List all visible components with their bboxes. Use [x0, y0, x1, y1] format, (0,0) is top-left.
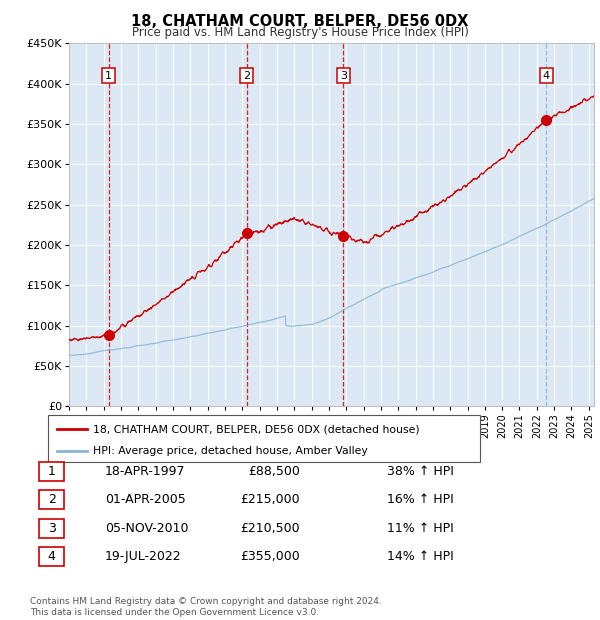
Text: 05-NOV-2010: 05-NOV-2010: [105, 522, 188, 534]
Text: 01-APR-2005: 01-APR-2005: [105, 494, 186, 506]
Text: 1: 1: [105, 71, 112, 81]
Text: Contains HM Land Registry data © Crown copyright and database right 2024.
This d: Contains HM Land Registry data © Crown c…: [30, 598, 382, 617]
Text: 3: 3: [340, 71, 347, 81]
Text: 2: 2: [243, 71, 250, 81]
Text: 19-JUL-2022: 19-JUL-2022: [105, 551, 182, 563]
Text: 18, CHATHAM COURT, BELPER, DE56 0DX: 18, CHATHAM COURT, BELPER, DE56 0DX: [131, 14, 469, 29]
Text: 18, CHATHAM COURT, BELPER, DE56 0DX (detached house): 18, CHATHAM COURT, BELPER, DE56 0DX (det…: [93, 424, 419, 434]
Text: 14% ↑ HPI: 14% ↑ HPI: [387, 551, 454, 563]
Text: £88,500: £88,500: [248, 465, 300, 477]
Text: 4: 4: [47, 551, 56, 563]
Text: HPI: Average price, detached house, Amber Valley: HPI: Average price, detached house, Ambe…: [93, 446, 368, 456]
Text: 4: 4: [542, 71, 550, 81]
Text: 2: 2: [47, 494, 56, 506]
Text: 38% ↑ HPI: 38% ↑ HPI: [387, 465, 454, 477]
Text: 18-APR-1997: 18-APR-1997: [105, 465, 185, 477]
Text: 16% ↑ HPI: 16% ↑ HPI: [387, 494, 454, 506]
Text: 3: 3: [47, 522, 56, 534]
Text: £210,500: £210,500: [241, 522, 300, 534]
Text: Price paid vs. HM Land Registry's House Price Index (HPI): Price paid vs. HM Land Registry's House …: [131, 26, 469, 39]
Text: £355,000: £355,000: [240, 551, 300, 563]
Text: 11% ↑ HPI: 11% ↑ HPI: [387, 522, 454, 534]
Text: £215,000: £215,000: [241, 494, 300, 506]
Text: 1: 1: [47, 465, 56, 477]
